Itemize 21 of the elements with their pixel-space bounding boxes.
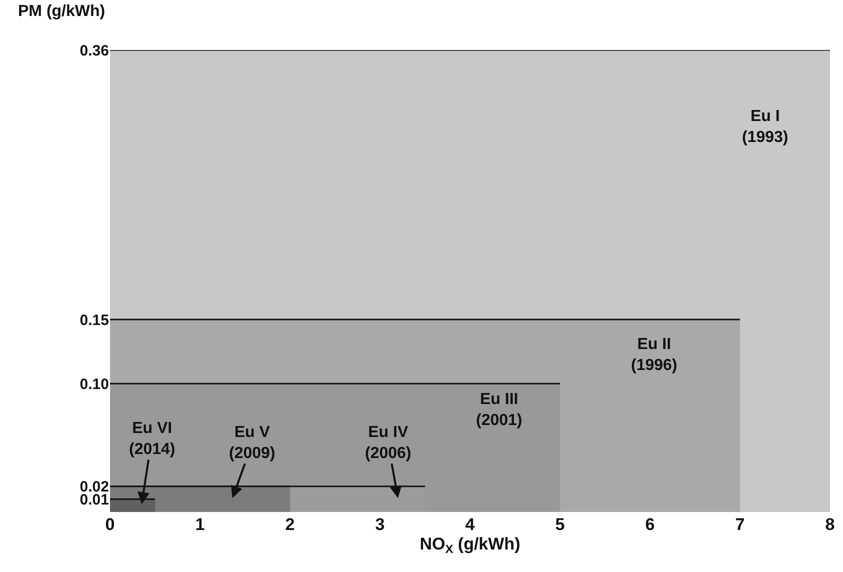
x-tick-label: 6 bbox=[645, 515, 655, 534]
x-tick-label: 4 bbox=[465, 515, 476, 534]
annotation: Eu V (2009) bbox=[229, 424, 276, 462]
x-tick-label: 7 bbox=[735, 515, 745, 534]
y-tick-label: 0.01 bbox=[80, 491, 109, 508]
annotation: Eu VI (2014) bbox=[129, 420, 176, 458]
x-tick-label: 8 bbox=[825, 515, 835, 534]
annotation: Eu II (1996) bbox=[631, 336, 678, 374]
annotation: Eu I (1993) bbox=[742, 108, 788, 146]
x-tick-label: 2 bbox=[285, 515, 295, 534]
x-tick-label: 1 bbox=[195, 515, 205, 534]
y-tick-label: 0.15 bbox=[80, 312, 109, 329]
x-tick-label: 5 bbox=[555, 515, 565, 534]
x-tick-label: 3 bbox=[375, 515, 385, 534]
y-tick-label: 0.10 bbox=[80, 376, 109, 393]
annotation: Eu IV (2006) bbox=[365, 424, 412, 462]
annotation: Eu III (2001) bbox=[476, 391, 522, 429]
y-tick-label: 0.36 bbox=[80, 42, 109, 60]
x-tick-label: 0 bbox=[105, 515, 115, 534]
x-axis-title: NO$_{X}$ (g/kWh) bbox=[420, 534, 520, 556]
y-axis-title: PM (g/kWh) bbox=[18, 3, 106, 20]
